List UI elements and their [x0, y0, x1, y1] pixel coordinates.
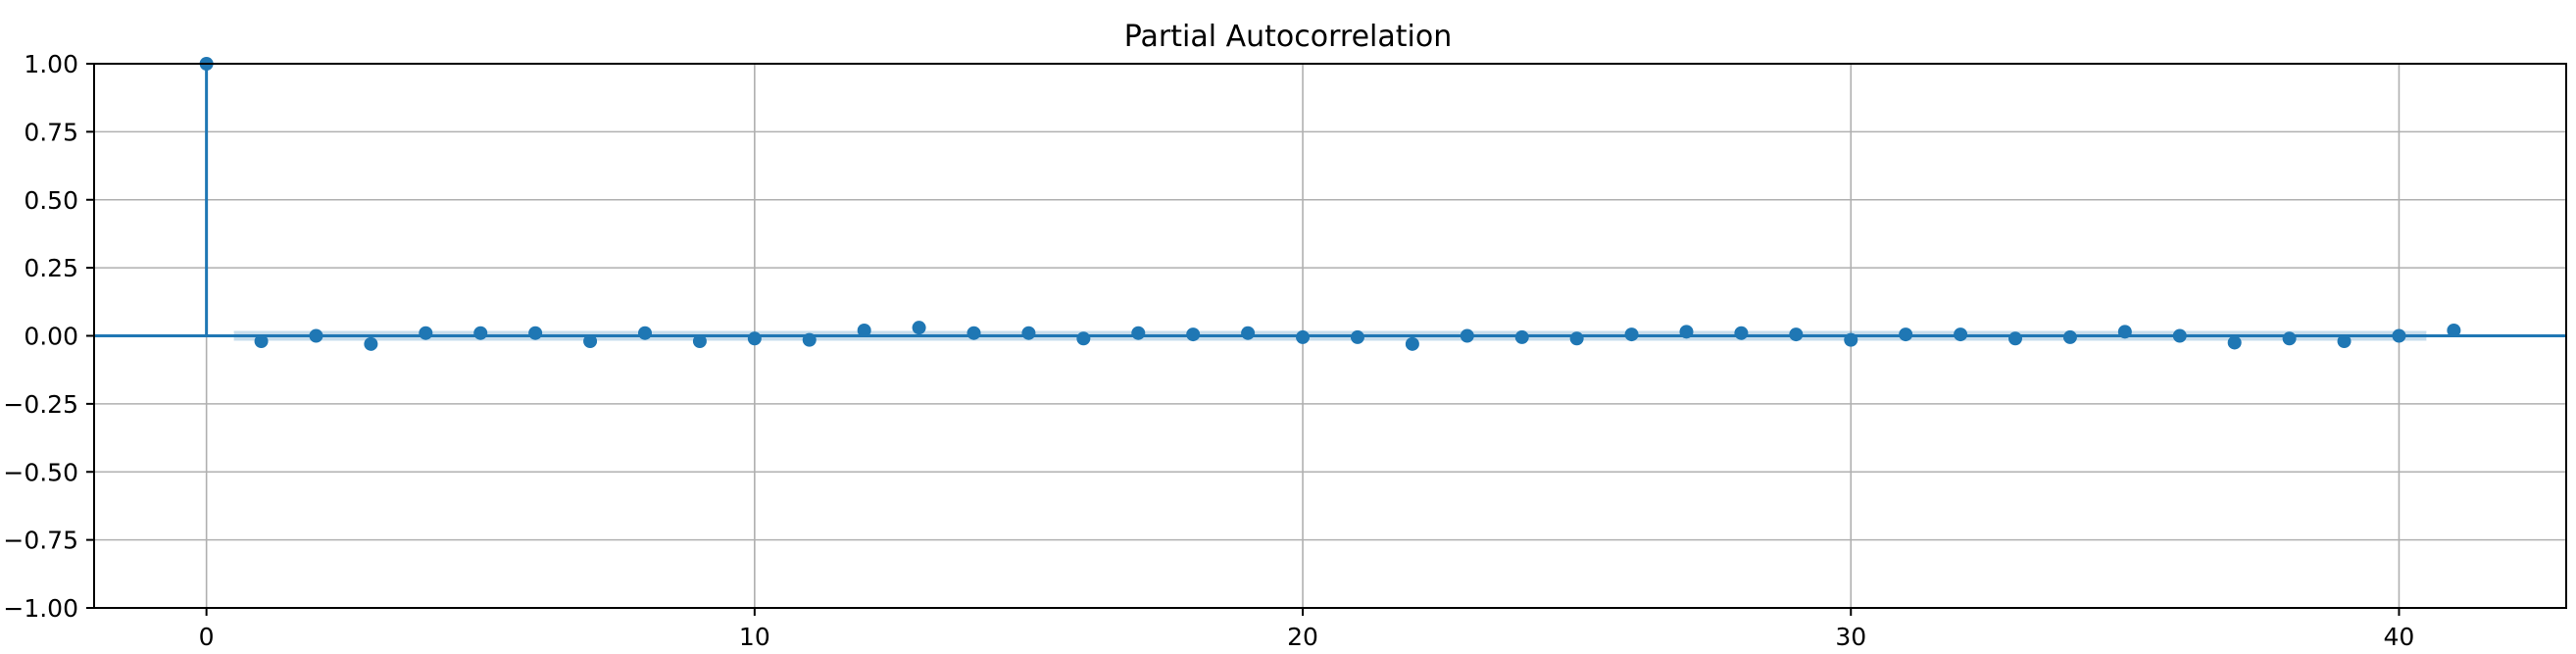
data-point: [2282, 331, 2297, 346]
data-point: [1460, 328, 1474, 343]
data-point: [309, 328, 323, 343]
y-tick-label: 0.75: [24, 118, 78, 146]
data-point: [637, 326, 652, 340]
data-point: [1350, 329, 1364, 344]
data-point: [1186, 327, 1201, 342]
data-point: [1624, 327, 1639, 342]
data-point: [2447, 323, 2461, 337]
x-tick-label: 20: [1287, 623, 1318, 651]
y-tick-label: −0.25: [3, 390, 78, 419]
data-point: [364, 336, 378, 351]
data-point: [2227, 335, 2242, 350]
data-point: [912, 321, 926, 335]
x-tick-label: 0: [199, 623, 215, 651]
chart-title: Partial Autocorrelation: [1123, 20, 1453, 54]
y-tick-label: −0.50: [3, 458, 78, 486]
y-tick-label: −1.00: [3, 594, 78, 623]
data-point: [692, 334, 707, 349]
data-point: [419, 326, 433, 340]
data-point: [2117, 325, 2132, 339]
x-tick-label: 30: [1835, 623, 1866, 651]
data-point: [1405, 336, 1419, 351]
y-tick-label: −0.75: [3, 527, 78, 555]
y-tick-label: 0.25: [24, 254, 78, 282]
data-point: [1076, 331, 1091, 346]
data-point: [2008, 331, 2023, 346]
y-tick-label: 0.00: [24, 323, 78, 351]
data-point: [528, 326, 543, 340]
data-point: [254, 334, 269, 349]
data-point: [2337, 334, 2352, 349]
data-point: [1514, 329, 1529, 344]
x-tick-label: 10: [739, 623, 770, 651]
data-point: [1844, 332, 1858, 347]
data-point: [1569, 331, 1584, 346]
data-point: [2392, 328, 2406, 343]
y-tick-label: 1.00: [24, 50, 78, 78]
data-point: [2172, 328, 2187, 343]
data-point: [966, 326, 981, 340]
data-point: [1021, 326, 1036, 340]
data-point: [1734, 326, 1749, 340]
data-point: [802, 332, 817, 347]
data-point: [473, 326, 488, 340]
data-point: [1131, 326, 1146, 340]
data-point: [1954, 327, 1968, 342]
data-point: [1789, 327, 1804, 342]
data-point: [747, 331, 762, 346]
data-point: [1899, 327, 1913, 342]
x-tick-label: 40: [2384, 623, 2415, 651]
data-point: [1241, 326, 1256, 340]
data-point: [1296, 329, 1311, 344]
data-point: [1679, 325, 1694, 339]
y-tick-label: 0.50: [24, 186, 78, 215]
data-point: [583, 334, 598, 349]
data-point: [857, 323, 871, 337]
data-point: [2062, 329, 2077, 344]
